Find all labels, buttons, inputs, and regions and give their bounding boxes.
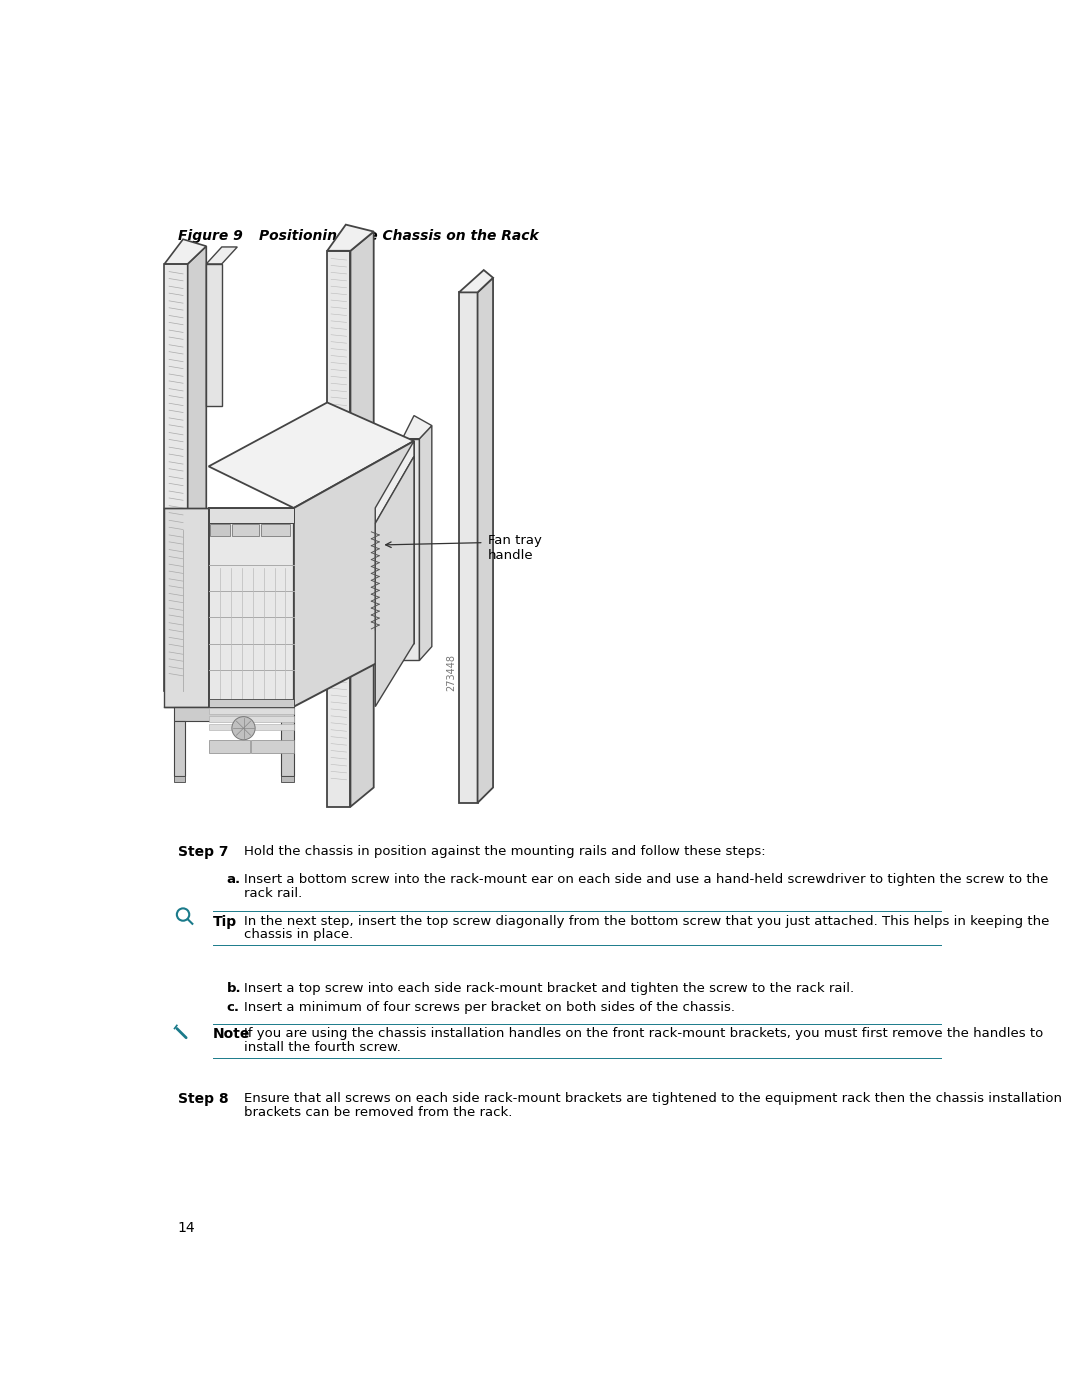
Polygon shape	[174, 721, 186, 775]
Polygon shape	[164, 264, 188, 692]
Text: Step 7: Step 7	[177, 845, 228, 859]
Polygon shape	[419, 426, 432, 661]
Polygon shape	[375, 457, 414, 707]
Text: rack rail.: rack rail.	[243, 887, 301, 900]
Bar	[208, 715, 294, 722]
Polygon shape	[164, 239, 206, 264]
Polygon shape	[206, 247, 238, 264]
Polygon shape	[188, 246, 206, 692]
Polygon shape	[327, 251, 350, 806]
Text: Insert a minimum of four screws per bracket on both sides of the chassis.: Insert a minimum of four screws per brac…	[243, 1000, 734, 1014]
Polygon shape	[477, 278, 494, 803]
Polygon shape	[206, 264, 221, 407]
Text: 273448: 273448	[446, 654, 456, 692]
Polygon shape	[459, 292, 477, 803]
Polygon shape	[281, 721, 294, 775]
Bar	[174, 775, 186, 782]
Text: Ensure that all screws on each side rack-mount brackets are tightened to the equ: Ensure that all screws on each side rack…	[243, 1091, 1062, 1105]
Polygon shape	[459, 270, 494, 292]
Bar	[252, 740, 294, 753]
Bar	[208, 740, 249, 753]
Bar	[281, 775, 294, 782]
Bar	[208, 698, 294, 707]
Text: brackets can be removed from the rack.: brackets can be removed from the rack.	[243, 1105, 512, 1119]
Text: Step 8: Step 8	[177, 1091, 228, 1105]
Polygon shape	[327, 225, 374, 251]
Text: c.: c.	[227, 1000, 240, 1014]
Bar	[208, 708, 294, 714]
Text: b.: b.	[227, 982, 241, 995]
Text: Positioning the Chassis on the Rack: Positioning the Chassis on the Rack	[259, 229, 539, 243]
Polygon shape	[403, 415, 432, 439]
Text: Tip: Tip	[213, 915, 237, 929]
Text: chassis in place.: chassis in place.	[243, 929, 353, 942]
Bar	[260, 524, 291, 535]
Polygon shape	[174, 707, 294, 721]
Text: Insert a bottom screw into the rack-mount ear on each side and use a hand-held s: Insert a bottom screw into the rack-moun…	[243, 873, 1048, 886]
Bar	[208, 724, 294, 729]
Polygon shape	[164, 509, 208, 707]
Bar	[211, 524, 230, 535]
Text: a.: a.	[227, 873, 241, 886]
Bar	[208, 509, 294, 524]
Text: In the next step, insert the top screw diagonally from the bottom screw that you: In the next step, insert the top screw d…	[243, 915, 1049, 928]
Polygon shape	[208, 402, 414, 509]
Bar	[232, 524, 259, 535]
Text: Note: Note	[213, 1027, 249, 1041]
Text: If you are using the chassis installation handles on the front rack-mount bracke: If you are using the chassis installatio…	[243, 1027, 1043, 1039]
Text: Figure 9: Figure 9	[177, 229, 242, 243]
Polygon shape	[375, 441, 414, 524]
Text: Fan tray
handle: Fan tray handle	[488, 534, 541, 562]
Polygon shape	[208, 509, 294, 707]
Text: 14: 14	[177, 1221, 195, 1235]
Text: install the fourth screw.: install the fourth screw.	[243, 1041, 401, 1053]
Circle shape	[232, 717, 255, 740]
Text: Hold the chassis in position against the mounting rails and follow these steps:: Hold the chassis in position against the…	[243, 845, 765, 858]
Polygon shape	[403, 439, 419, 661]
Polygon shape	[350, 232, 374, 806]
Text: Insert a top screw into each side rack-mount bracket and tighten the screw to th: Insert a top screw into each side rack-m…	[243, 982, 853, 995]
Polygon shape	[294, 441, 414, 707]
